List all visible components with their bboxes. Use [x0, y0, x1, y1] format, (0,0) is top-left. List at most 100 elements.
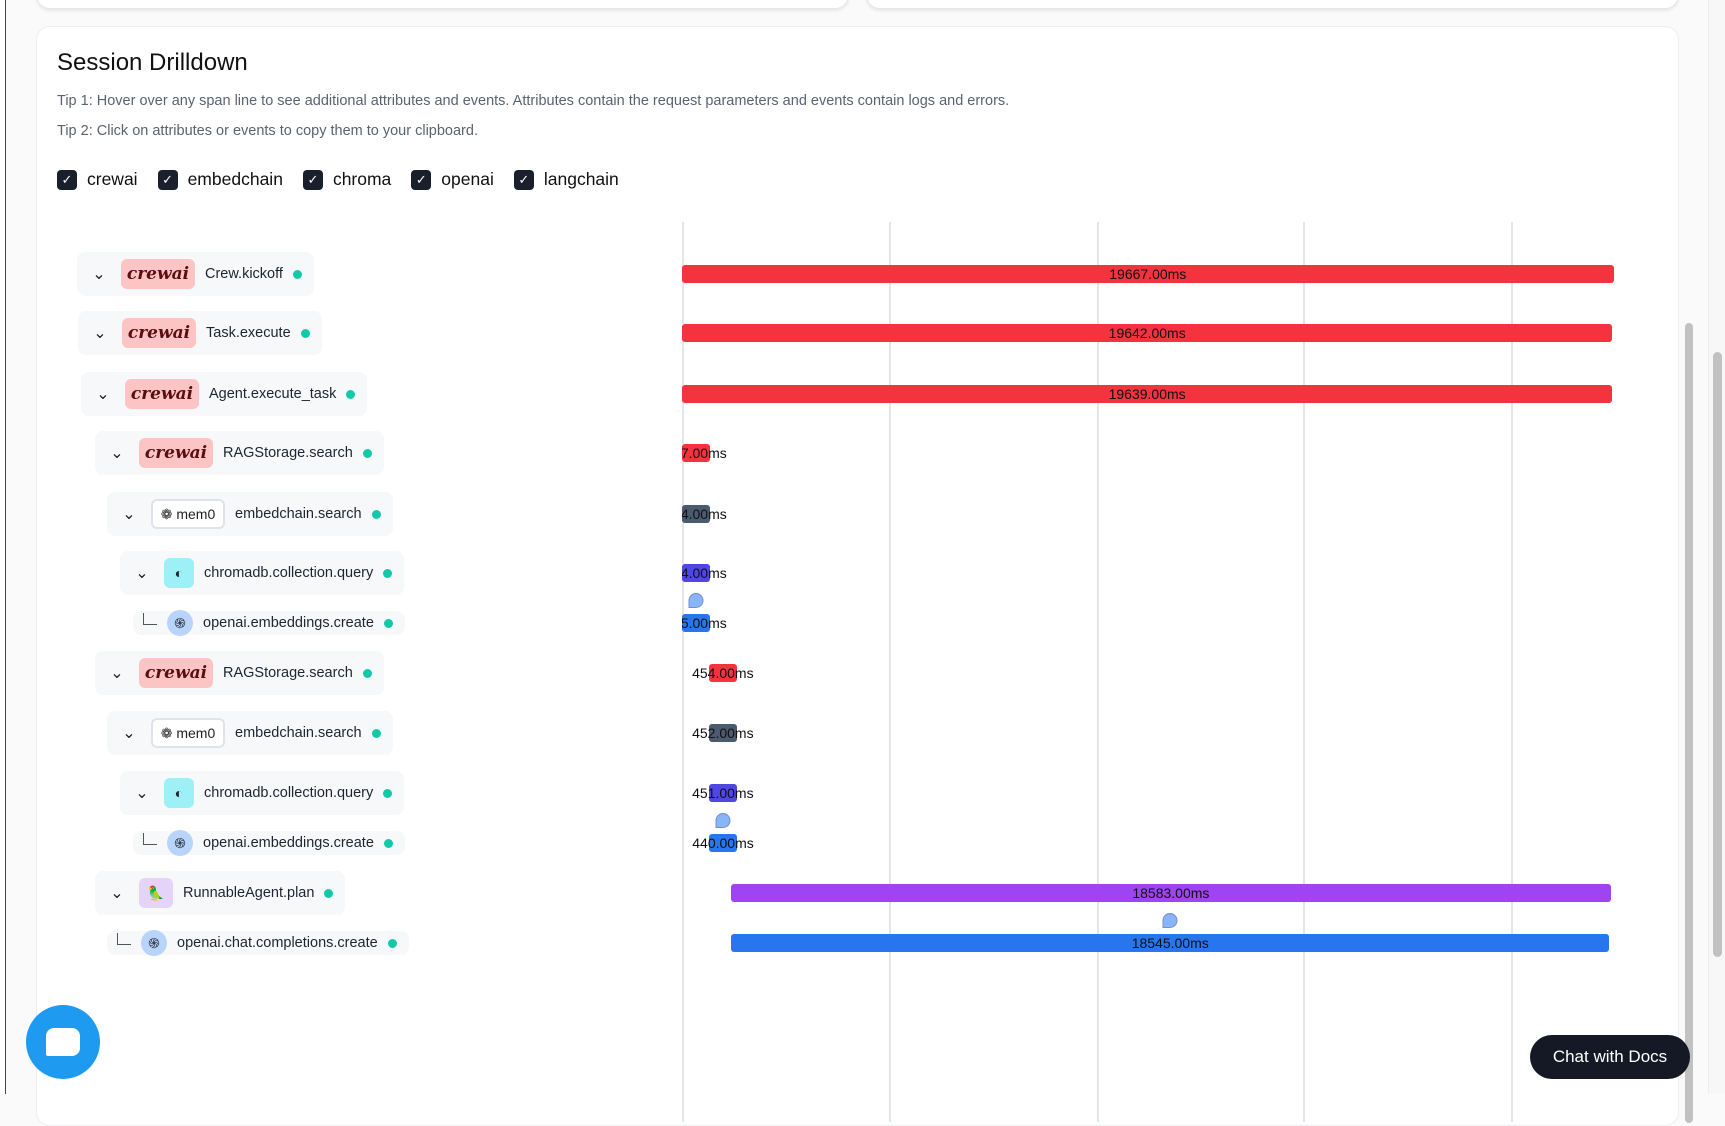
tree-connector [143, 833, 157, 845]
filter-label[interactable]: crewai [87, 169, 138, 189]
event-marker-icon[interactable] [1162, 913, 1178, 928]
span-bar[interactable] [682, 564, 710, 582]
span-name: Crew.kickoff [205, 266, 283, 282]
filter-label[interactable]: chroma [332, 169, 392, 189]
span-duration-label: 19642.00ms [1108, 325, 1186, 341]
status-dot [300, 328, 310, 338]
span-bar[interactable] [731, 934, 1610, 952]
span-row[interactable]: ⌄ ❁ mem0 embedchain.search [107, 492, 393, 536]
span-duration-label: 18545.00ms [1131, 935, 1209, 951]
page-scrollbar[interactable] [1708, 0, 1725, 1094]
chevron-down-icon[interactable]: ⌄ [135, 565, 149, 582]
span-name: chromadb.collection.query [204, 785, 374, 801]
span-row[interactable]: ⌄ crewai Crew.kickoff [77, 252, 314, 296]
span-row[interactable]: ⌄ ◐ chromadb.collection.query [120, 771, 405, 815]
span-duration-label: 555.00ms [682, 615, 727, 631]
event-marker-icon[interactable] [688, 593, 704, 608]
span-bar[interactable] [682, 505, 710, 523]
status-dot [383, 838, 393, 848]
filter-label[interactable]: openai [441, 169, 494, 189]
span-duration-label: 19639.00ms [1108, 386, 1186, 402]
span-row[interactable]: ⌄ crewai RAGStorage.search [95, 651, 384, 695]
status-dot [371, 728, 381, 738]
filter-checkbox-embedchain[interactable]: ✓ [157, 169, 178, 190]
span-duration-label: 564.00ms [682, 565, 727, 581]
filter-checkbox-openai[interactable]: ✓ [411, 169, 432, 190]
event-marker-icon[interactable] [715, 813, 731, 828]
filter-checkbox-crewai[interactable]: ✓ [57, 169, 77, 190]
chevron-down-icon[interactable]: ⌄ [96, 386, 110, 403]
mem0-logo-icon: ❁ mem0 [151, 499, 225, 529]
span-row[interactable]: ⌄ crewai Task.execute [78, 311, 322, 355]
crewai-logo-icon: crewai [139, 658, 213, 688]
timeline-gridline [1097, 222, 1099, 1122]
filter-label[interactable]: embedchain [187, 169, 283, 189]
filter-checkbox-chroma[interactable]: ✓ [302, 169, 323, 190]
span-bar[interactable] [708, 834, 737, 852]
span-bar[interactable] [682, 265, 1614, 283]
span-row[interactable]: ⌄ ◐ chromadb.collection.query [120, 551, 405, 595]
span-bar[interactable] [708, 724, 737, 742]
tip-1: Tip 1: Hover over any span line to see a… [57, 93, 1010, 109]
span-name: RAGStorage.search [223, 445, 353, 461]
span-row[interactable]: ⌄ 🦜 RunnableAgent.plan [95, 871, 346, 915]
chevron-down-icon[interactable]: ⌄ [122, 506, 136, 523]
chevron-down-icon[interactable]: ⌄ [92, 266, 106, 283]
span-name: embedchain.search [235, 506, 362, 522]
status-dot [346, 389, 356, 399]
status-dot [383, 788, 393, 798]
timeline-scrollbar[interactable] [1685, 323, 1693, 1123]
span-bar[interactable] [708, 664, 737, 682]
crewai-logo-icon: crewai [139, 438, 213, 468]
chat-support-button[interactable] [26, 1005, 100, 1079]
status-dot [324, 888, 334, 898]
langchain-logo-icon: 🦜 [139, 878, 173, 908]
openai-logo-icon: ֍ [167, 830, 193, 856]
span-bar[interactable] [708, 784, 737, 802]
span-duration-label: 19667.00ms [1109, 266, 1187, 282]
status-dot [362, 448, 372, 458]
timeline-gridline [1303, 222, 1305, 1122]
span-name: openai.embeddings.create [203, 835, 374, 851]
span-row[interactable]: ֍ openai.chat.completions.create [107, 930, 409, 956]
span-bar[interactable] [682, 324, 1613, 342]
chevron-down-icon[interactable]: ⌄ [122, 725, 136, 742]
status-dot [383, 618, 393, 628]
openai-logo-icon: ֍ [141, 930, 167, 956]
status-dot [387, 938, 397, 948]
span-bar[interactable] [730, 884, 1611, 902]
span-bar[interactable] [682, 444, 710, 462]
span-row[interactable]: ⌄ crewai Agent.execute_task [81, 372, 368, 416]
span-bar[interactable] [682, 385, 1613, 403]
timeline-gridline [889, 222, 891, 1122]
span-row[interactable]: ֍ openai.embeddings.create [133, 830, 405, 856]
span-row[interactable]: ⌄ ❁ mem0 embedchain.search [107, 711, 393, 755]
span-row[interactable]: ֍ openai.embeddings.create [133, 610, 405, 636]
crewai-logo-icon: crewai [122, 318, 196, 348]
crewai-logo-icon: crewai [125, 379, 199, 409]
chevron-down-icon[interactable]: ⌄ [135, 785, 149, 802]
top-card-left [36, 0, 849, 9]
status-dot [362, 668, 372, 678]
chevron-down-icon[interactable]: ⌄ [110, 885, 124, 902]
session-drilldown-panel: Session Drilldown Tip 1: Hover over any … [36, 26, 1693, 1126]
page-title: Session Drilldown [57, 49, 248, 76]
span-row[interactable]: ⌄ crewai RAGStorage.search [95, 431, 384, 475]
span-name: Agent.execute_task [209, 386, 337, 402]
page-scrollbar-thumb[interactable] [1713, 352, 1722, 957]
mem0-logo-icon: ❁ mem0 [151, 718, 225, 748]
chat-with-docs-button[interactable]: Chat with Docs [1530, 1035, 1690, 1079]
span-name: openai.embeddings.create [203, 615, 374, 631]
filter-checkbox-langchain[interactable]: ✓ [513, 169, 534, 190]
chevron-down-icon[interactable]: ⌄ [110, 445, 124, 462]
span-duration-label: 452.00ms [692, 725, 754, 741]
chevron-down-icon[interactable]: ⌄ [110, 665, 124, 682]
status-dot [371, 509, 381, 519]
filter-label[interactable]: langchain [543, 169, 619, 189]
span-duration-label: 567.00ms [682, 445, 727, 461]
chevron-down-icon[interactable]: ⌄ [93, 325, 107, 342]
span-duration-label: 454.00ms [692, 665, 754, 681]
span-bar[interactable] [682, 614, 710, 632]
span-name: chromadb.collection.query [204, 565, 374, 581]
status-dot [383, 568, 393, 578]
